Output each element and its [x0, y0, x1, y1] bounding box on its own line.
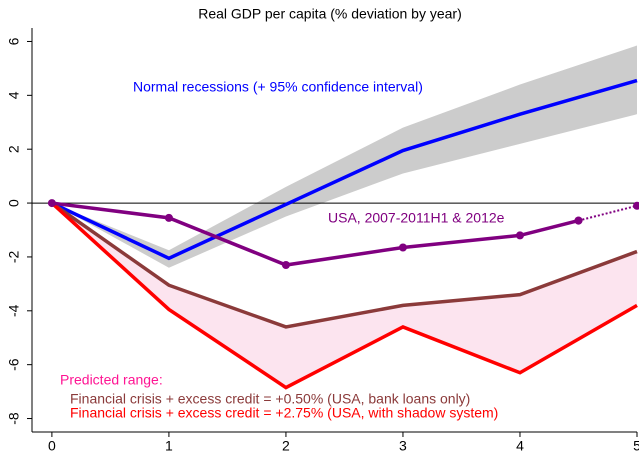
series-line [51, 78, 638, 261]
y-tick-label: 4 [6, 91, 22, 99]
series-label: Financial crisis + excess credit = +2.75… [70, 405, 498, 421]
chart-title: Real GDP per capita (% deviation by year… [198, 6, 462, 22]
point [633, 201, 639, 210]
y-tick-label: -6 [6, 358, 22, 371]
y-tick-label: 2 [6, 145, 22, 153]
point [574, 216, 583, 225]
y-tick-label: 6 [6, 37, 22, 45]
x-tick-label: 5 [633, 438, 639, 454]
series-label: Normal recessions (+ 95% confidence inte… [133, 79, 423, 95]
series-line [51, 201, 579, 267]
y-tick-label: 0 [6, 199, 22, 207]
x-tick-label: 4 [516, 438, 524, 454]
confidence-band [51, 45, 637, 268]
series-label: Financial crisis + excess credit = +0.50… [70, 391, 470, 407]
y-tick-label: -2 [6, 250, 22, 263]
series-label: USA, 2007-2011H1 & 2012e [328, 210, 505, 226]
point [515, 231, 524, 240]
x-tick-label: 1 [165, 438, 173, 454]
series-line [50, 201, 638, 329]
point [47, 199, 56, 208]
x-tick-label: 2 [282, 438, 290, 454]
x-tick-label: 0 [48, 438, 56, 454]
point [281, 261, 290, 270]
plot-area [32, 45, 639, 390]
point [398, 243, 407, 252]
annotation: Predicted range: [60, 372, 163, 388]
point [164, 213, 173, 222]
y-tick-label: -8 [6, 412, 22, 425]
predicted-range [51, 203, 637, 388]
x-tick-label: 3 [399, 438, 407, 454]
y-tick-label: -4 [6, 304, 22, 317]
series-line [578, 204, 638, 222]
series-line [50, 201, 638, 390]
